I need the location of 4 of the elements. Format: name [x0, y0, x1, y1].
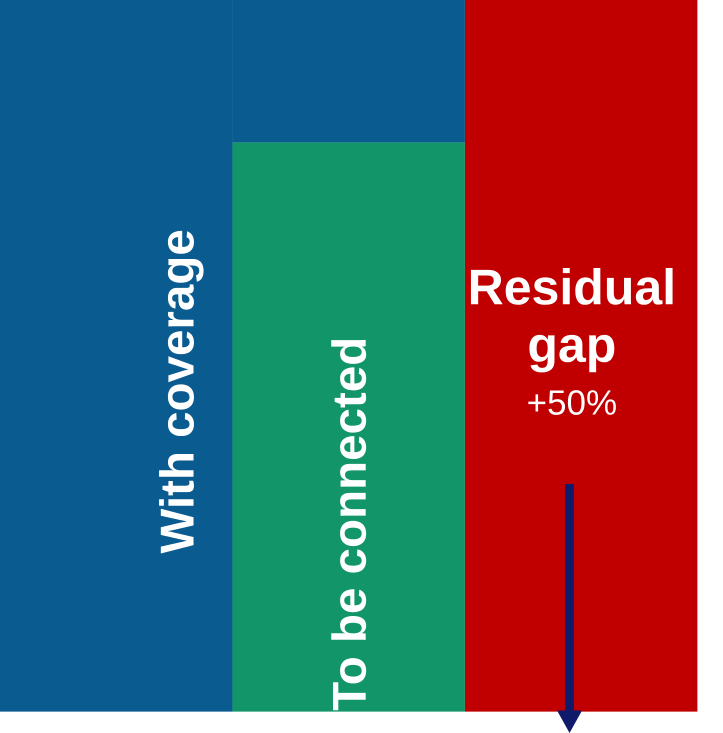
series-label: To be connected [331, 340, 366, 710]
series-label: With coverage [159, 230, 204, 554]
series-label: Residual gap [471, 268, 673, 372]
annotation: +50% [528, 390, 616, 415]
